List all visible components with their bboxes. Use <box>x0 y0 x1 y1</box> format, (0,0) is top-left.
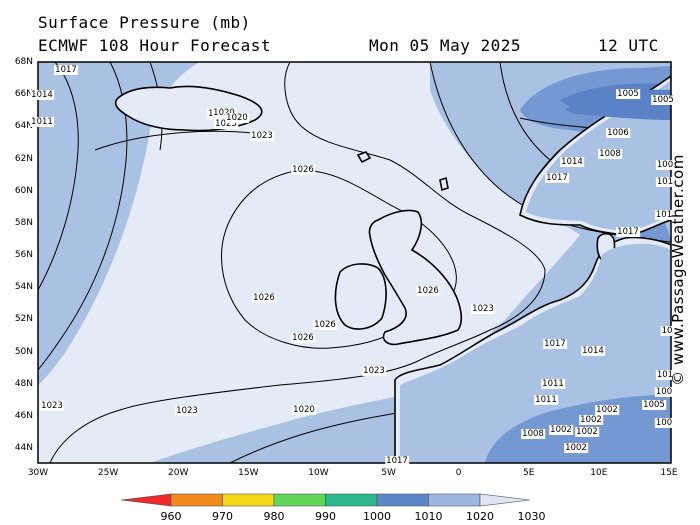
lat-label: 44N <box>14 443 33 453</box>
forecast-time: 12 UTC <box>598 36 659 55</box>
isobar-label: 1026 <box>291 165 315 175</box>
isobar-label: 1002 <box>564 443 588 453</box>
lon-label: 10E <box>590 468 608 478</box>
legend-swatch <box>325 493 378 507</box>
isobar-label: 1014 <box>581 346 605 356</box>
isobar-label: 100 <box>655 160 675 170</box>
isobar-label: 1017 <box>545 173 569 183</box>
isobar-label: 1020 <box>292 405 316 415</box>
isobar-label: 100 <box>654 387 674 397</box>
isobar-label: 1023 <box>214 119 238 129</box>
lon-label: 5W <box>381 468 396 478</box>
legend-swatch <box>376 493 429 507</box>
lon-label: 25W <box>97 468 119 478</box>
lon-label: 20W <box>168 468 189 478</box>
isobar-label: 1023 <box>175 406 199 416</box>
isobar-label: 1002 <box>579 415 603 425</box>
isobar-label: 1005 <box>616 89 640 99</box>
isobar-label: 1023 <box>362 366 386 376</box>
isobar-label: 101 <box>655 370 675 380</box>
map-title: Surface Pressure (mb) <box>38 13 251 32</box>
isobar-label: 1026 <box>252 293 276 303</box>
isobar-label: 101 <box>654 210 674 220</box>
lat-label: 56N <box>14 250 33 260</box>
isobar-label: 1026 <box>291 333 315 343</box>
legend-label: 1030 <box>517 510 546 523</box>
lat-label: 54N <box>14 282 33 293</box>
legend-swatch <box>428 493 481 507</box>
isobar-label: 1008 <box>598 149 622 159</box>
isobar-label: 10 <box>660 326 674 336</box>
legend-swatch <box>222 493 275 507</box>
isobar-label: 1017 <box>385 456 409 466</box>
legend-colorbar <box>120 493 531 507</box>
shetland <box>439 176 449 192</box>
isobar-label: 1002 <box>595 405 619 415</box>
legend-swatch <box>170 493 223 507</box>
forecast-date: Mon 05 May 2025 <box>369 36 521 55</box>
legend-label: 980 <box>263 510 285 523</box>
legend-label: 1010 <box>414 510 443 523</box>
lat-label: 60N <box>14 185 33 196</box>
isobar-label: 1023 <box>40 401 64 411</box>
lat-label: 52N <box>14 314 33 325</box>
faroe-islands <box>356 151 372 164</box>
isobar-label: 1017 <box>543 339 567 349</box>
isobar-label: 1011 <box>534 395 558 405</box>
map-frame <box>37 61 672 464</box>
lon-label: 15W <box>238 468 259 478</box>
lat-label: 46N <box>14 410 33 421</box>
legend-swatch <box>120 493 172 507</box>
lat-label: 58N <box>14 217 33 228</box>
lat-label: 64N <box>14 121 33 132</box>
isobar-label: 1002 <box>549 425 573 435</box>
lat-label: 62N <box>14 153 33 164</box>
isobar-label: 1014 <box>560 157 584 167</box>
isobar-label: 1023 <box>250 131 274 141</box>
ireland <box>334 263 387 330</box>
legend-label: 990 <box>315 510 336 523</box>
lat-label: 50N <box>14 346 33 357</box>
isobar-label: 100 <box>654 418 674 428</box>
legend-swatch <box>273 493 326 507</box>
isobar-label: 1017 <box>616 227 640 237</box>
isobar-label: 1005 <box>651 95 675 105</box>
great-britain <box>368 209 462 346</box>
lon-label: 30W <box>27 468 49 478</box>
legend-label: 1020 <box>466 510 494 523</box>
legend-label: 1000 <box>363 510 391 523</box>
legend-label: 960 <box>160 510 182 523</box>
legend-label: 970 <box>212 510 233 523</box>
lon-label: 0 <box>455 468 462 478</box>
isobar-label: 1023 <box>471 304 495 314</box>
isobar-label: 101 <box>655 177 675 187</box>
isobar-label: 1020 <box>225 113 249 123</box>
isobar-label: 1020 <box>212 108 236 118</box>
lat-label: 48N <box>14 378 33 389</box>
isobar-label: 1011 <box>541 379 565 389</box>
lat-label: 68N <box>14 57 33 67</box>
southern-band-zone <box>150 392 432 463</box>
isobar-label: 1017 <box>54 65 78 75</box>
isobar-label: 1011 <box>30 117 54 127</box>
lat-label: 66N <box>14 89 33 100</box>
isobar-label: 1008 <box>521 429 545 439</box>
isobar-label: 1026 <box>313 320 337 330</box>
isobar-label: 1006 <box>606 128 630 138</box>
isobar-label: 1002 <box>575 427 599 437</box>
isobar-label: 1005 <box>642 400 666 410</box>
credit-text: © www.PassageWeather.com <box>669 154 687 386</box>
model-run: ECMWF 108 Hour Forecast <box>38 36 272 55</box>
lon-label: 5E <box>523 468 535 478</box>
isobar-label: 1014 <box>30 90 54 100</box>
lon-label: 10W <box>308 468 329 478</box>
isobar-label: 1026 <box>416 286 440 296</box>
lon-label: 15E <box>660 468 678 478</box>
legend-swatch <box>479 493 531 507</box>
